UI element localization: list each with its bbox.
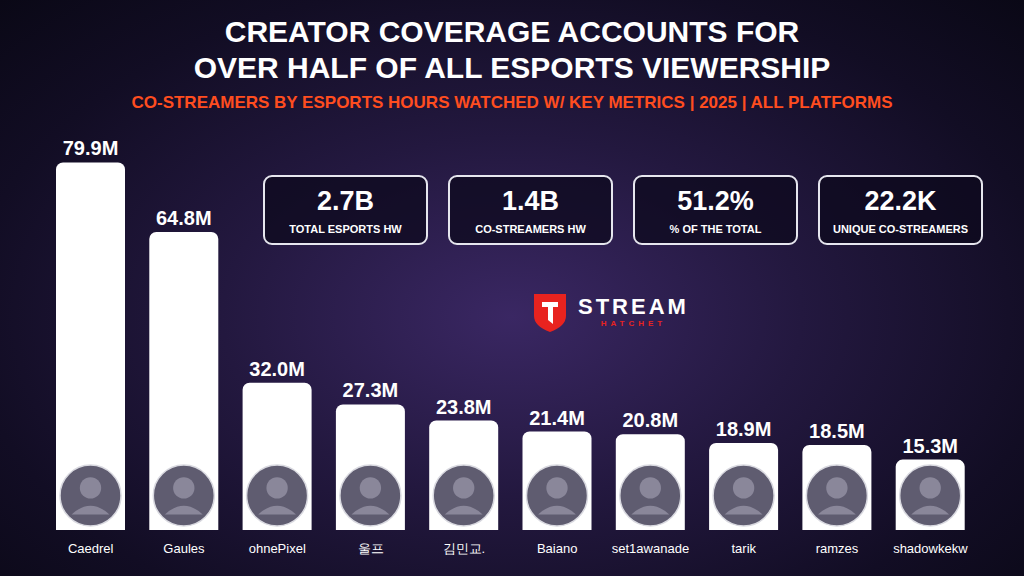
svg-text:ramzes: ramzes — [816, 541, 859, 556]
svg-text:21.4M: 21.4M — [529, 407, 585, 429]
html-text:1.4B: 1.4B — [502, 186, 559, 216]
svg-text:Caedrel: Caedrel — [68, 541, 114, 556]
html-text:OVER HALF OF ALL ESPORTS VIEWE: OVER HALF OF ALL ESPORTS VIEWERSHIP — [193, 51, 831, 84]
svg-text:18.5M: 18.5M — [809, 420, 865, 442]
svg-text:79.9M: 79.9M — [63, 137, 119, 159]
svg-text:Gaules: Gaules — [163, 541, 205, 556]
svg-text:shadowkekw: shadowkekw — [893, 541, 968, 556]
html-text:CO-STREAMERS BY ESPORTS HOURS: CO-STREAMERS BY ESPORTS HOURS WATCHED W/… — [131, 93, 893, 112]
html-text:2.7B: 2.7B — [317, 186, 374, 216]
html-text:UNIQUE CO-STREAMERS: UNIQUE CO-STREAMERS — [833, 223, 968, 235]
svg-text:tarik: tarik — [731, 541, 756, 556]
svg-text:ohnePixel: ohnePixel — [249, 541, 306, 556]
svg-text:set1awanade: set1awanade — [612, 541, 689, 556]
svg-text:32.0M: 32.0M — [249, 358, 305, 380]
html-text:% OF THE TOTAL: % OF THE TOTAL — [669, 223, 762, 235]
svg-text:23.8M: 23.8M — [436, 396, 492, 418]
svg-text:15.3M: 15.3M — [902, 435, 958, 457]
svg-text:울프: 울프 — [358, 541, 384, 556]
svg-text:20.8M: 20.8M — [623, 409, 679, 431]
html-text:22.2K: 22.2K — [864, 186, 937, 216]
html-text:51.2%: 51.2% — [677, 186, 754, 216]
svg-text:김민교.: 김민교. — [443, 541, 486, 556]
svg-text:18.9M: 18.9M — [716, 418, 772, 440]
html-text:TOTAL ESPORTS HW: TOTAL ESPORTS HW — [289, 223, 402, 235]
html-text:CREATOR COVERAGE ACCOUNTS FOR: CREATOR COVERAGE ACCOUNTS FOR — [224, 15, 800, 48]
svg-text:27.3M: 27.3M — [343, 379, 399, 401]
svg-text:64.8M: 64.8M — [156, 207, 212, 229]
svg-text:Baiano: Baiano — [537, 541, 577, 556]
html-text:HATCHET: HATCHET — [600, 319, 667, 328]
html-text:CO-STREAMERS HW: CO-STREAMERS HW — [475, 223, 586, 235]
html-text:STREAM: STREAM — [578, 294, 689, 319]
